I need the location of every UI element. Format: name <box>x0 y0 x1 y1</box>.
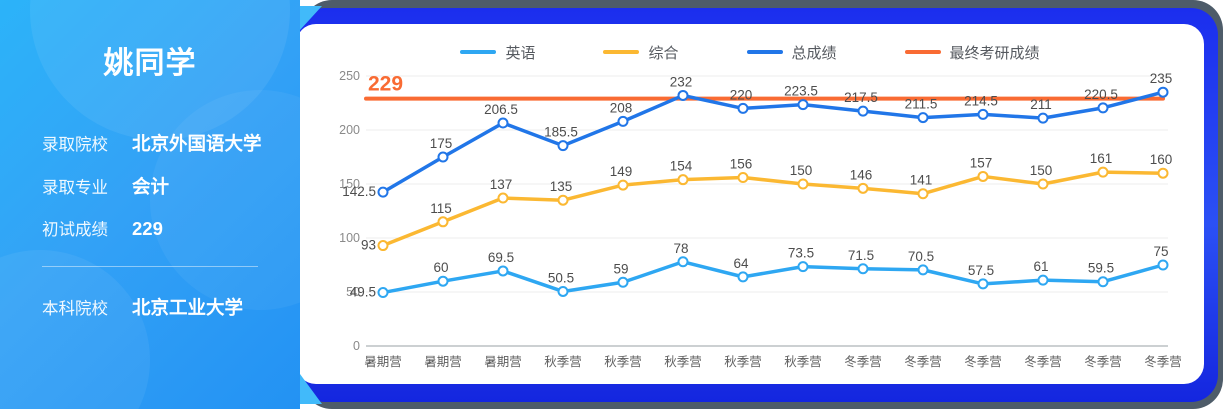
legend-label: 综合 <box>648 44 679 62</box>
svg-text:75: 75 <box>1153 244 1168 259</box>
svg-text:冬季营: 冬季营 <box>904 354 942 369</box>
svg-text:135: 135 <box>550 179 573 194</box>
svg-text:59.5: 59.5 <box>1088 261 1114 276</box>
svg-text:秋季营: 秋季营 <box>664 355 702 369</box>
svg-text:秋季营: 秋季营 <box>784 355 822 369</box>
student-info-list: 录取院校 北京外国语大学 录取专业 会计 初试成绩 229 <box>0 130 300 240</box>
info-label: 录取专业 <box>42 179 108 197</box>
svg-text:229: 229 <box>368 73 403 96</box>
info-value: 229 <box>132 218 163 239</box>
svg-text:冬季营: 冬季营 <box>1084 354 1122 369</box>
svg-text:71.5: 71.5 <box>848 248 874 263</box>
svg-text:200: 200 <box>339 123 360 137</box>
svg-text:149: 149 <box>610 164 633 179</box>
svg-text:141: 141 <box>910 173 933 188</box>
svg-text:208: 208 <box>610 100 633 115</box>
line-chart: 0 50 100 150 200 250 暑期营 暑期营 暑期营 秋季营 秋季营 秋季营 秋季营 秋季营 冬… <box>339 69 1182 369</box>
svg-text:秋季营: 秋季营 <box>724 355 762 369</box>
svg-text:206.5: 206.5 <box>484 102 518 117</box>
svg-text:161: 161 <box>1090 151 1113 166</box>
info-label: 本科院校 <box>42 300 108 318</box>
svg-text:232: 232 <box>670 74 693 89</box>
info-value: 会计 <box>132 176 170 197</box>
chart-area: 0 50 100 150 200 250 暑期营 暑期营 暑期营 秋季营 秋季营 秋季营 秋季营 秋季营 冬… <box>296 66 1204 369</box>
info-row-admitted-school: 录取院校 北京外国语大学 <box>0 130 300 156</box>
legend-line-swatch <box>460 50 497 54</box>
legend-item[interactable]: 综合 <box>603 42 679 63</box>
svg-text:50.5: 50.5 <box>548 270 574 285</box>
svg-text:223.5: 223.5 <box>784 84 818 99</box>
svg-text:156: 156 <box>730 157 753 172</box>
chart-card: 英语 综合 总成绩 最终考研成绩 0 50 100 150 200 250 暑期营 暑期营 暑期营 秋季… <box>296 24 1204 384</box>
svg-text:115: 115 <box>430 201 452 216</box>
svg-text:49.5: 49.5 <box>350 285 376 300</box>
legend-line-swatch <box>603 50 640 54</box>
svg-text:235: 235 <box>1150 71 1173 86</box>
svg-text:93: 93 <box>361 238 376 253</box>
svg-text:69.5: 69.5 <box>488 250 514 265</box>
svg-text:150: 150 <box>339 177 360 191</box>
svg-text:154: 154 <box>670 159 693 174</box>
svg-text:220.5: 220.5 <box>1084 87 1118 102</box>
svg-text:220: 220 <box>730 87 753 102</box>
chart-legend: 英语 综合 总成绩 最终考研成绩 <box>296 41 1204 63</box>
info-value: 北京工业大学 <box>132 297 244 318</box>
legend-line-swatch <box>746 50 783 54</box>
info-label: 初试成绩 <box>42 221 108 239</box>
info-row-admitted-major: 录取专业 会计 <box>0 173 300 199</box>
svg-text:142.5: 142.5 <box>342 184 376 199</box>
svg-text:冬季营: 冬季营 <box>1024 354 1062 369</box>
svg-text:185.5: 185.5 <box>544 125 578 140</box>
svg-text:57.5: 57.5 <box>968 263 994 278</box>
svg-text:冬季营: 冬季营 <box>1144 354 1182 369</box>
student-name: 姚同学 <box>103 47 197 80</box>
svg-text:暑期营: 暑期营 <box>484 355 522 369</box>
svg-text:64: 64 <box>733 256 749 271</box>
svg-text:60: 60 <box>433 260 448 275</box>
info-row-initial-score: 初试成绩 229 <box>0 216 300 240</box>
svg-text:61: 61 <box>1033 259 1048 274</box>
student-panel: 姚同学 录取院校 北京外国语大学 录取专业 会计 初试成绩 229 本科院校 北… <box>0 0 300 409</box>
legend-item[interactable]: 英语 <box>460 42 535 63</box>
svg-text:214.5: 214.5 <box>964 93 998 108</box>
svg-text:冬季营: 冬季营 <box>844 354 882 369</box>
svg-text:冬季营: 冬季营 <box>964 354 1002 369</box>
svg-text:211.5: 211.5 <box>905 97 938 112</box>
legend-line-swatch <box>904 50 941 54</box>
legend-item[interactable]: 最终考研成绩 <box>904 42 1040 63</box>
svg-text:175: 175 <box>430 136 453 151</box>
info-value: 北京外国语大学 <box>132 133 262 154</box>
info-label: 录取院校 <box>42 136 108 154</box>
svg-text:150: 150 <box>1030 163 1053 178</box>
divider <box>42 266 258 267</box>
svg-text:137: 137 <box>490 177 513 192</box>
legend-label: 总成绩 <box>791 44 837 62</box>
svg-text:211: 211 <box>1030 97 1052 112</box>
svg-text:160: 160 <box>1150 152 1173 167</box>
svg-text:146: 146 <box>850 167 873 182</box>
legend-label: 最终考研成绩 <box>949 44 1040 62</box>
svg-text:150: 150 <box>790 163 813 178</box>
svg-text:59: 59 <box>613 261 628 276</box>
svg-text:50: 50 <box>346 285 360 299</box>
svg-text:暑期营: 暑期营 <box>364 355 402 369</box>
svg-text:250: 250 <box>339 69 360 83</box>
legend-item[interactable]: 总成绩 <box>746 42 837 63</box>
svg-text:70.5: 70.5 <box>908 249 934 264</box>
svg-text:秋季营: 秋季营 <box>604 355 642 369</box>
svg-text:秋季营: 秋季营 <box>544 355 582 369</box>
info-row-undergrad-school: 本科院校 北京工业大学 <box>0 294 300 320</box>
svg-text:217.5: 217.5 <box>844 90 878 105</box>
svg-text:78: 78 <box>673 241 688 256</box>
svg-text:0: 0 <box>353 339 360 353</box>
svg-text:暑期营: 暑期营 <box>424 355 462 369</box>
svg-text:100: 100 <box>339 231 360 245</box>
svg-text:157: 157 <box>970 155 993 170</box>
legend-label: 英语 <box>505 44 536 62</box>
svg-text:73.5: 73.5 <box>788 246 814 261</box>
